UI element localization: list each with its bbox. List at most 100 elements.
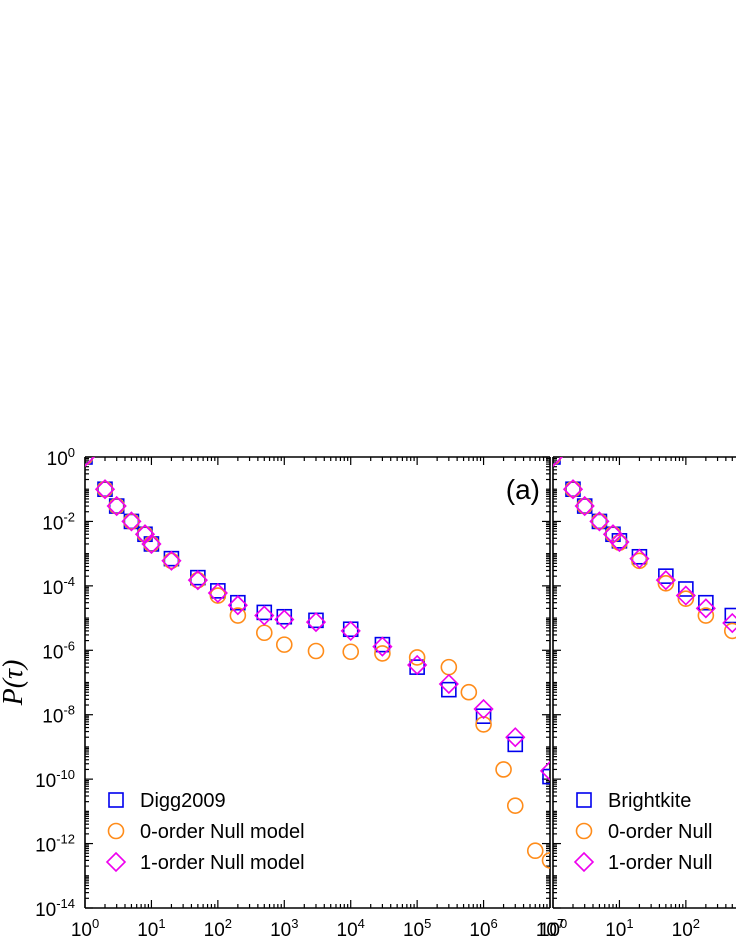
data-point	[475, 708, 492, 724]
data-point	[134, 524, 156, 545]
x-axis-title: τ	[312, 944, 323, 952]
data-point	[723, 622, 736, 640]
data-point	[541, 852, 550, 869]
data-point	[539, 760, 550, 782]
series-layer	[553, 457, 736, 640]
data-point	[307, 642, 325, 660]
data-point	[526, 842, 544, 860]
data-point	[609, 531, 630, 553]
data-point	[655, 570, 676, 591]
data-point	[163, 552, 180, 570]
y-tick-label: 10-12	[35, 832, 75, 857]
y-tick-label: 10-14	[35, 896, 75, 921]
data-point	[108, 497, 125, 515]
data-point	[141, 533, 162, 555]
data-point	[227, 595, 248, 616]
legend-marker	[576, 792, 592, 808]
legend-marker	[573, 851, 595, 873]
series-diamond	[85, 457, 550, 782]
data-point	[121, 511, 142, 532]
data-point	[460, 683, 478, 701]
data-point	[675, 585, 696, 606]
data-point	[340, 620, 361, 642]
data-point	[255, 624, 273, 642]
data-point	[372, 636, 393, 657]
data-point	[94, 479, 116, 500]
y-tick-label: 10-8	[42, 703, 75, 728]
x-tick-label: 106	[469, 916, 497, 941]
data-point	[574, 495, 595, 517]
data-point	[207, 582, 228, 604]
data-point	[161, 550, 182, 571]
legend-label: 0-order Null model	[140, 821, 305, 843]
legend-label: 1-order Null model	[140, 852, 305, 874]
x-tick-label: 102	[204, 916, 232, 941]
data-point	[589, 511, 610, 532]
data-point	[440, 658, 458, 676]
data-point	[697, 607, 715, 624]
data-point	[407, 654, 428, 676]
data-point	[506, 797, 524, 814]
data-point	[106, 495, 127, 517]
x-tick-label: 105	[403, 916, 431, 941]
legend-marker	[108, 792, 124, 808]
x-tick-label: 101	[605, 916, 633, 941]
legend-label: Digg2009	[140, 790, 226, 812]
legend-label: 0-order Null	[608, 821, 712, 843]
y-axis-title: P(τ)	[0, 660, 29, 707]
data-point	[542, 768, 550, 785]
y-tick-label: 10-2	[42, 509, 75, 534]
x-tick-label: 103	[270, 916, 298, 941]
series-square	[85, 457, 550, 785]
x-ticks	[552, 457, 733, 908]
legend-label: 1-order Null	[608, 852, 712, 874]
panel-label: (a)	[506, 474, 540, 505]
x-tick-label: 100	[71, 916, 99, 941]
data-point	[254, 605, 275, 626]
legend: Brightkite 0-order Null 1-order Null	[573, 790, 712, 874]
legend-marker	[105, 851, 127, 873]
legend-marker	[107, 822, 125, 840]
data-point	[123, 513, 140, 530]
data-point	[722, 612, 736, 634]
y-ticks	[553, 456, 561, 909]
x-tick-label: 107	[536, 916, 564, 941]
data-point	[629, 548, 650, 569]
x-tick-label: 104	[337, 916, 365, 941]
data-point	[724, 607, 736, 624]
data-point	[408, 649, 426, 666]
data-point	[374, 636, 391, 653]
data-point	[438, 673, 459, 695]
data-point	[695, 598, 716, 619]
panel-b: 100 101 102 Brightkite 0-order Null 1-order N…	[539, 456, 736, 941]
data-point	[562, 479, 584, 500]
panel-a: 100 101 102 103 104 105 106 10710010-210-410-61…	[0, 445, 564, 952]
data-point	[342, 643, 360, 661]
x-tick-label: 101	[137, 916, 165, 941]
data-point	[305, 611, 327, 633]
y-tick-label: 10-10	[35, 767, 75, 792]
series-layer	[85, 457, 550, 869]
legend-label: Brightkite	[608, 790, 691, 812]
data-point	[189, 571, 207, 589]
legend-marker	[575, 822, 593, 840]
legend: Digg2009 0-order Null model 1-order Null m…	[105, 790, 305, 874]
data-point	[441, 681, 457, 698]
data-point	[657, 575, 675, 592]
y-tick-label: 10-6	[42, 638, 75, 663]
data-point	[678, 581, 694, 597]
data-point	[602, 524, 624, 545]
data-point	[276, 608, 293, 625]
data-point	[274, 609, 295, 630]
data-point	[473, 698, 494, 720]
series-diamond	[553, 457, 736, 634]
data-point	[658, 568, 674, 584]
y-ticks	[85, 456, 550, 909]
x-tick-label: 100	[539, 916, 567, 941]
data-point	[275, 636, 293, 653]
data-point	[374, 645, 391, 662]
data-point	[677, 590, 695, 607]
data-point	[505, 727, 526, 748]
x-tick-label: 102	[672, 916, 700, 941]
